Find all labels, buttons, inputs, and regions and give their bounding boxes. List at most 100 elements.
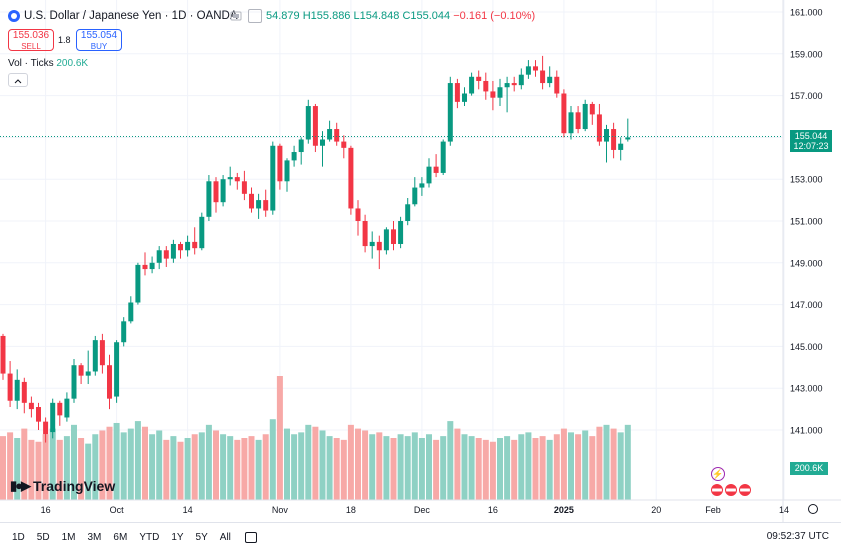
volume-bar	[142, 426, 148, 500]
range-1m[interactable]: 1M	[61, 531, 76, 543]
candle-body	[376, 241, 382, 251]
last-price-tag: 155.044 12:07:23	[790, 130, 832, 153]
volume-bar	[560, 428, 567, 500]
volume-bar	[475, 438, 482, 500]
time-tick-label: 16	[41, 505, 51, 515]
volume-bar	[234, 439, 241, 500]
candle-body	[398, 221, 404, 244]
buy-button[interactable]: 155.054 BUY	[76, 29, 122, 51]
sell-price: 155.036	[12, 30, 50, 41]
volume-bar	[511, 439, 518, 500]
candle-body	[206, 181, 212, 217]
volume-bar	[227, 436, 234, 500]
ohlc-close: C155.044	[402, 10, 451, 22]
candle-body	[462, 93, 467, 102]
candle-body	[234, 177, 240, 182]
volume-bar	[184, 438, 191, 500]
us-flag-icon[interactable]	[739, 484, 751, 496]
price-tick-label: 161.000	[790, 8, 823, 18]
range-5d[interactable]: 5D	[36, 531, 50, 543]
candle-body	[589, 103, 595, 115]
candlestick-chart[interactable]: 161.000159.000157.000155.000153.000151.0…	[0, 0, 841, 522]
volume-bar	[291, 434, 298, 500]
volume-bar	[177, 441, 184, 500]
volume-legend[interactable]: Vol · Ticks 200.6K	[8, 58, 88, 69]
volume-bar	[56, 439, 63, 500]
range-5y[interactable]: 5Y	[195, 531, 208, 543]
collapse-legend-button[interactable]	[8, 73, 28, 87]
candle-body	[561, 93, 567, 134]
volume-bar	[376, 432, 383, 500]
range-ytd[interactable]: YTD	[139, 531, 160, 543]
volume-bar	[220, 434, 227, 500]
ohlc-values: 54.879 H155.886 L154.848 C155.044 −0.161…	[266, 10, 535, 22]
flash-icon[interactable]: ⚡	[711, 467, 725, 481]
price-candles	[0, 55, 631, 443]
candle-body	[107, 365, 112, 399]
candle-body	[426, 166, 432, 184]
range-3m[interactable]: 3M	[87, 531, 102, 543]
volume-bar	[163, 439, 170, 500]
time-tick-label: 16	[488, 505, 498, 515]
volume-bar	[411, 432, 418, 500]
volume-bar	[28, 439, 35, 500]
sell-button[interactable]: 155.036 SELL	[8, 29, 54, 51]
candle-body	[533, 66, 538, 71]
price-tick-label: 141.000	[790, 426, 823, 436]
bottom-toolbar: 1D 5D 1M 3M 6M YTD 1Y 5Y All 09:52:37 UT…	[0, 522, 841, 551]
volume-bar	[127, 428, 134, 500]
candle-body	[348, 147, 354, 209]
candle-body	[327, 129, 333, 140]
eye-icon[interactable]	[230, 9, 244, 23]
us-flag-icon[interactable]	[725, 484, 737, 496]
calendar-icon[interactable]	[244, 531, 257, 543]
volume-bar	[418, 438, 425, 500]
volume-bar	[603, 424, 610, 500]
candle-body	[547, 76, 553, 84]
volume-bar	[120, 432, 127, 500]
volume-axis-tag: 200.6K	[790, 462, 828, 475]
candle-body	[362, 221, 368, 247]
symbol-legend[interactable]: U.S. Dollar / Japanese Yen · 1D · OANDA	[8, 10, 238, 22]
volume-bar	[106, 426, 113, 500]
ohlc-low: L154.848	[353, 10, 400, 22]
candle-body	[71, 365, 77, 399]
volume-bar	[0, 436, 6, 500]
candle-body	[582, 103, 588, 130]
candle-body	[241, 181, 247, 194]
range-6m[interactable]: 6M	[113, 531, 128, 543]
range-all[interactable]: All	[219, 531, 231, 543]
volume-bar	[213, 430, 219, 500]
volume-bar	[489, 441, 496, 500]
candle-body	[369, 241, 375, 247]
symbol-icon	[8, 10, 20, 22]
candle-body	[7, 373, 13, 401]
volume-bar	[454, 428, 461, 500]
volume-bar	[113, 422, 120, 500]
candle-body	[618, 143, 624, 150]
candle-body	[341, 141, 347, 148]
candle-body	[92, 340, 98, 372]
candle-body	[575, 112, 581, 130]
candle-body	[142, 264, 148, 270]
volume-bar	[149, 434, 156, 500]
candle-body	[256, 200, 262, 209]
settings-icon[interactable]	[808, 504, 818, 514]
volume-bar	[71, 424, 77, 500]
candle-body	[170, 243, 176, 259]
candle-body	[284, 160, 290, 182]
range-1d[interactable]: 1D	[12, 531, 25, 543]
candle-body	[405, 204, 411, 221]
volume-bar	[319, 430, 326, 500]
utc-clock[interactable]: 09:52:37 UTC	[766, 531, 829, 542]
candle-body	[298, 139, 304, 153]
candle-body	[43, 421, 49, 435]
candle-body	[0, 335, 6, 374]
range-1y[interactable]: 1Y	[171, 531, 184, 543]
time-tick-label: Dec	[414, 505, 431, 515]
us-flag-icon[interactable]	[711, 484, 723, 496]
legend-toggle[interactable]	[248, 9, 262, 23]
volume-bar	[134, 421, 141, 500]
volume-bar	[78, 438, 85, 500]
volume-label: Vol · Ticks	[8, 58, 54, 69]
